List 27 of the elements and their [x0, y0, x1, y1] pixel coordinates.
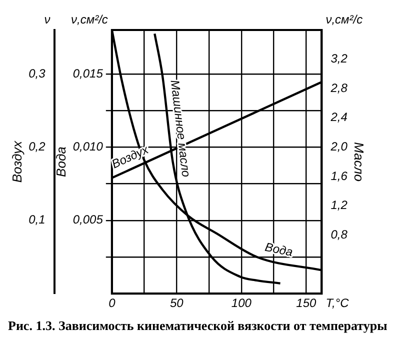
x-axis-title: T,°C: [326, 296, 350, 310]
y-tick-label: 0,015: [72, 66, 104, 80]
y2-tick-label: 2,8: [330, 80, 348, 95]
text: ν: [44, 12, 50, 26]
y-tick-label: 0,005: [72, 212, 104, 227]
text: ν,см²/с: [326, 12, 363, 26]
y-tick-label: 0,010: [72, 140, 104, 154]
y2-axis-title: Масло: [352, 142, 367, 182]
text: Вода: [264, 240, 294, 260]
text: Рис. 1.3. Зависимость кинематической вязкости от температуры: [8, 318, 388, 333]
y3-tick-label: 0,1: [28, 212, 46, 227]
y3-tick-label: 0,3: [28, 66, 46, 80]
y-axis-title: Вода: [54, 146, 69, 177]
x-tick-label: 150: [296, 296, 317, 310]
text: Машинное масло: [168, 79, 194, 178]
y2-tick-label: 2,4: [330, 110, 348, 124]
y2-tick-label: 1,6: [330, 168, 348, 183]
text: ν,см²/с: [71, 12, 108, 26]
y2-tick-label: 1,2: [330, 198, 348, 212]
x-tick-label: 0: [108, 296, 116, 310]
y2-tick-label: 0,8: [330, 227, 348, 242]
y3-tick-label: 0,2: [28, 140, 46, 154]
y3-axis-title: Воздух: [9, 140, 24, 183]
x-tick-label: 100: [231, 296, 252, 310]
x-tick-label: 50: [170, 296, 184, 310]
y2-tick-label: 3,2: [330, 52, 348, 66]
y2-tick-label: 2,0: [330, 140, 348, 154]
